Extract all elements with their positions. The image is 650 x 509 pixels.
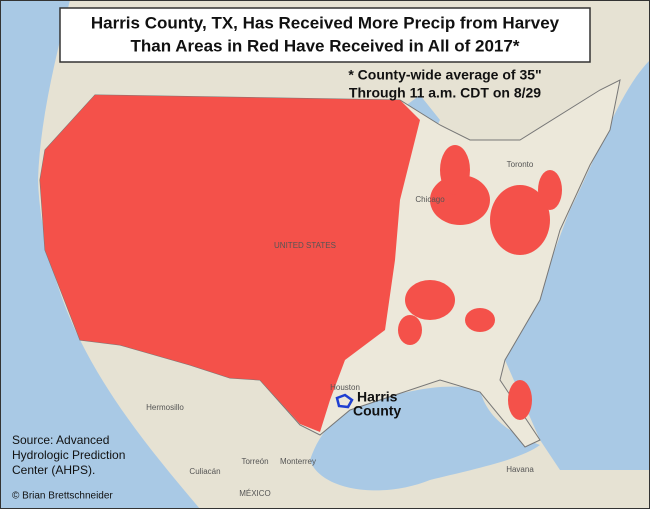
map-label: UNITED STATES bbox=[274, 241, 336, 250]
map-label: Culiacán bbox=[189, 467, 220, 476]
red-patches bbox=[398, 145, 562, 420]
source: Hydrologic Prediction bbox=[12, 448, 125, 462]
harris-county-outline bbox=[335, 393, 354, 409]
annotation: County bbox=[353, 403, 401, 419]
map-label: Hermosillo bbox=[146, 403, 184, 412]
map-label: Monterrey bbox=[280, 457, 316, 466]
title-box bbox=[59, 7, 591, 63]
atlantic bbox=[505, 60, 650, 470]
title: Than Areas in Red Have Received in All o… bbox=[131, 36, 520, 55]
note: Through 11 a.m. CDT on 8/29 bbox=[349, 85, 541, 101]
credit: © Brian Brettschneider bbox=[12, 491, 113, 502]
red-area bbox=[40, 95, 420, 432]
note: * County-wide average of 35" bbox=[348, 67, 541, 83]
map-label: MÉXICO bbox=[239, 489, 271, 498]
source: Center (AHPS). bbox=[12, 463, 95, 477]
source: Source: Advanced bbox=[12, 433, 109, 447]
map-label: Toronto bbox=[507, 160, 534, 169]
map-label: Torreón bbox=[241, 457, 268, 466]
gulf bbox=[310, 386, 540, 491]
map-label: Havana bbox=[506, 465, 534, 474]
title: Harris County, TX, Has Received More Pre… bbox=[91, 13, 560, 32]
map-label: Houston bbox=[330, 383, 360, 392]
annotation: Harris bbox=[357, 389, 398, 405]
map-label: Chicago bbox=[415, 195, 445, 204]
pacific bbox=[0, 0, 200, 509]
